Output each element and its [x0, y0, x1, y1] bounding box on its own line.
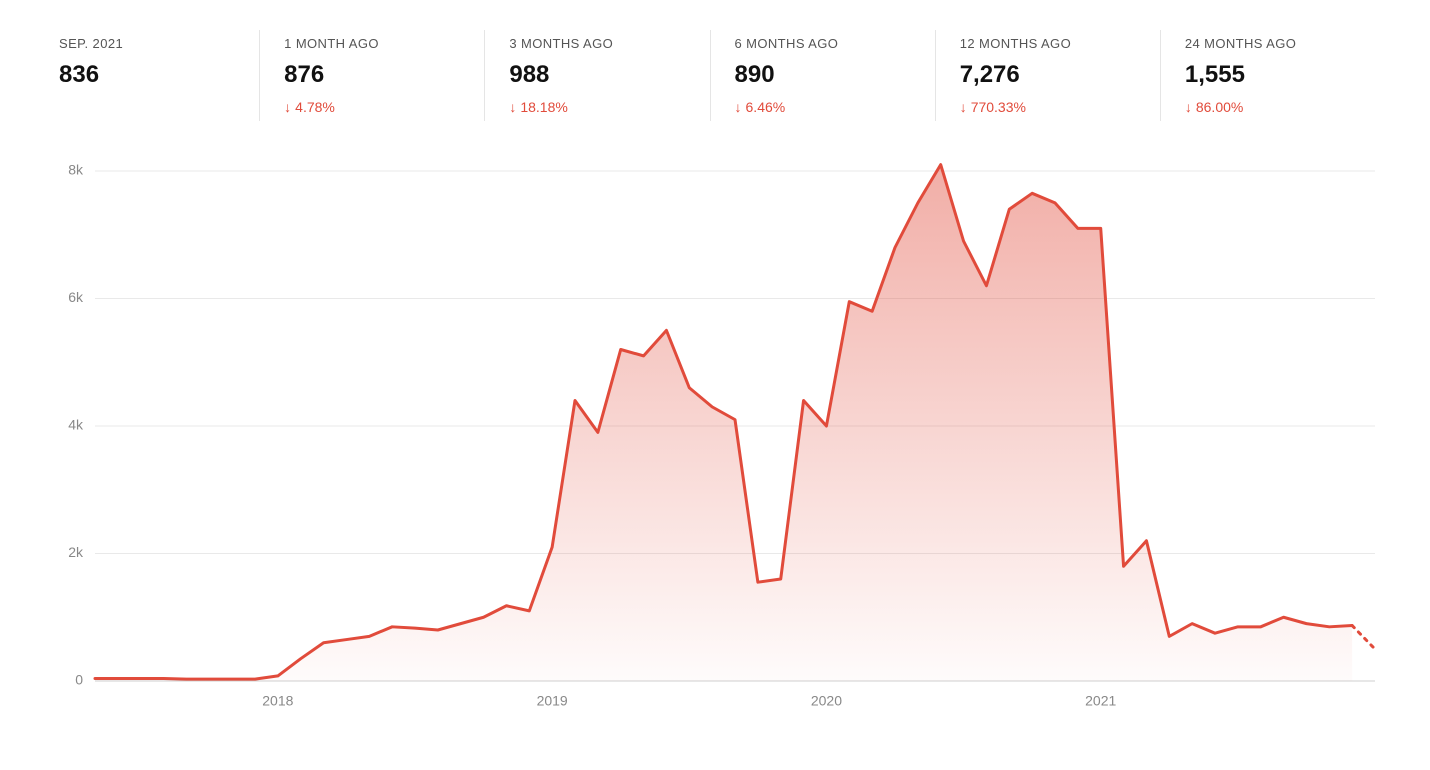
- stat-period: 24 MONTHS AGO: [1185, 36, 1365, 51]
- arrow-down-icon: ↓: [284, 100, 291, 114]
- chart-svg: 0 2k 4k 6k 8k 2018 2019 2020 2021: [45, 161, 1385, 721]
- stat-change: ↓ 770.33%: [960, 99, 1140, 115]
- stat-period: 6 MONTHS AGO: [735, 36, 915, 51]
- y-tick-label: 2k: [68, 544, 84, 560]
- stat-change: ↓ 4.78%: [284, 99, 464, 115]
- stat-change: ↓ 6.46%: [735, 99, 915, 115]
- y-tick-label: 8k: [68, 162, 84, 178]
- stat-change-pct: 86.00%: [1196, 99, 1243, 115]
- y-tick-label: 4k: [68, 417, 84, 433]
- stats-row: SEP. 2021 836 1 MONTH AGO 876 ↓ 4.78% 3 MONTHS…: [0, 0, 1430, 131]
- arrow-down-icon: ↓: [960, 100, 967, 114]
- stat-card-5: 24 MONTHS AGO 1,555 ↓ 86.00%: [1160, 30, 1385, 121]
- stat-value: 890: [735, 61, 915, 89]
- x-tick-label: 2018: [262, 692, 293, 708]
- arrow-down-icon: ↓: [1185, 100, 1192, 114]
- stat-change: ↓ 18.18%: [509, 99, 689, 115]
- x-tick-label: 2020: [811, 692, 842, 708]
- arrow-down-icon: ↓: [509, 100, 516, 114]
- stat-value: 7,276: [960, 61, 1140, 89]
- stat-card-0: SEP. 2021 836: [45, 30, 259, 121]
- stat-period: 1 MONTH AGO: [284, 36, 464, 51]
- arrow-down-icon: ↓: [735, 100, 742, 114]
- stat-value: 876: [284, 61, 464, 89]
- stat-change-pct: 770.33%: [971, 99, 1026, 115]
- stat-value: 1,555: [1185, 61, 1365, 89]
- y-tick-label: 6k: [68, 289, 84, 305]
- stat-value: 836: [59, 61, 239, 89]
- stat-change-pct: 4.78%: [295, 99, 335, 115]
- stat-change-pct: 6.46%: [746, 99, 786, 115]
- stat-card-2: 3 MONTHS AGO 988 ↓ 18.18%: [484, 30, 709, 121]
- stat-change: ↓ 86.00%: [1185, 99, 1365, 115]
- stat-value: 988: [509, 61, 689, 89]
- y-tick-label: 0: [75, 672, 83, 688]
- stat-card-1: 1 MONTH AGO 876 ↓ 4.78%: [259, 30, 484, 121]
- area-chart: 0 2k 4k 6k 8k 2018 2019 2020 2021: [45, 161, 1385, 721]
- stat-change-pct: 18.18%: [520, 99, 567, 115]
- stat-card-3: 6 MONTHS AGO 890 ↓ 6.46%: [710, 30, 935, 121]
- stat-period: SEP. 2021: [59, 36, 239, 51]
- stat-period: 3 MONTHS AGO: [509, 36, 689, 51]
- x-tick-label: 2021: [1085, 692, 1116, 708]
- series-line-dashed: [1352, 626, 1375, 650]
- area-fill: [95, 165, 1352, 681]
- x-tick-label: 2019: [537, 692, 568, 708]
- stat-card-4: 12 MONTHS AGO 7,276 ↓ 770.33%: [935, 30, 1160, 121]
- stat-period: 12 MONTHS AGO: [960, 36, 1140, 51]
